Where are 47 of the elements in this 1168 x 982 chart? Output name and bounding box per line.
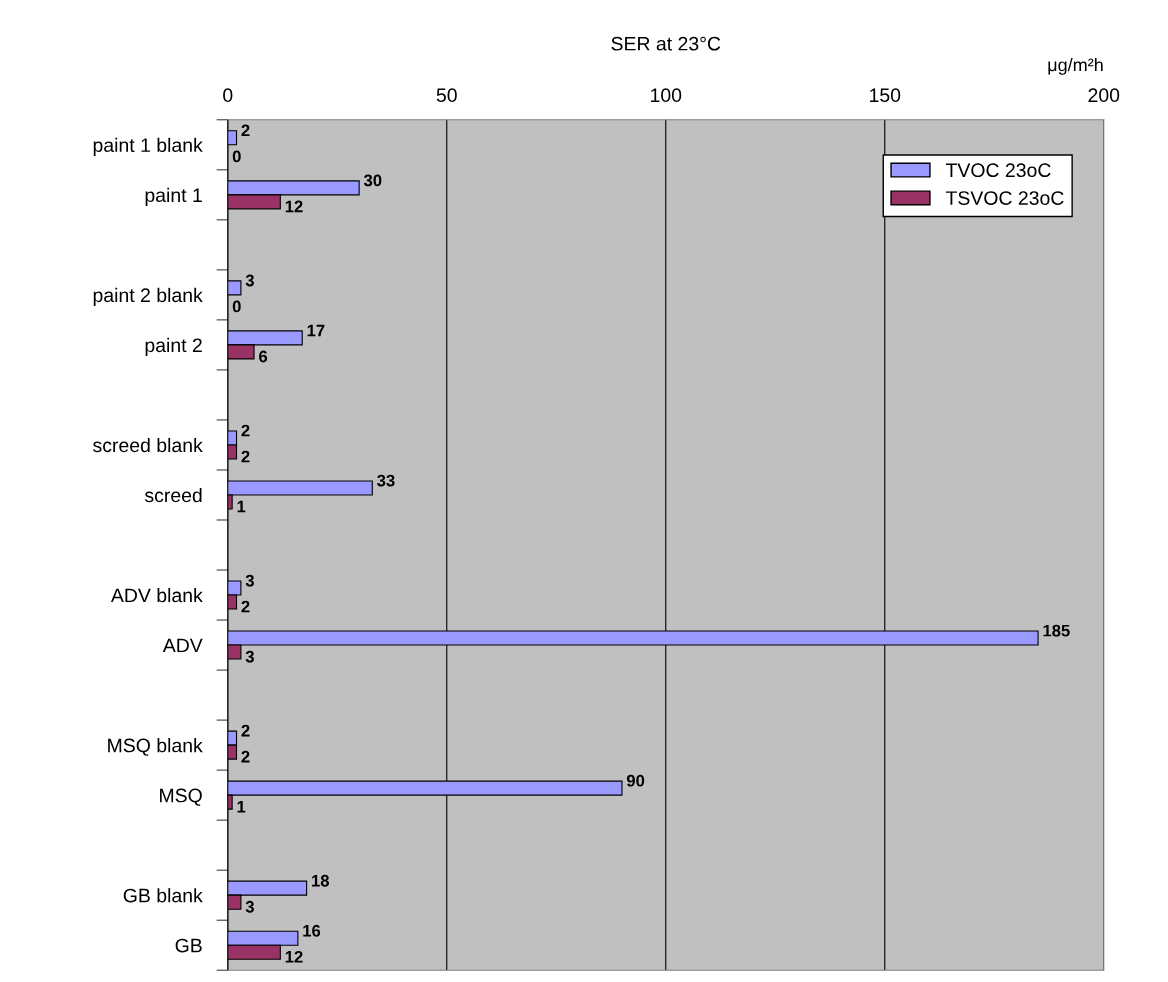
data-label: 2	[241, 450, 250, 463]
data-label: 30	[363, 174, 382, 187]
data-label: 16	[303, 924, 321, 937]
data-label: 1	[237, 800, 246, 813]
y-tick-label: MSQ blank	[108, 738, 203, 756]
bar	[227, 130, 238, 146]
x-tick-label: 100	[651, 88, 682, 103]
legend-label: TSVOC 23oC	[945, 191, 1064, 205]
data-label: 90	[626, 774, 645, 787]
data-label: 1	[237, 500, 246, 513]
data-label: 2	[241, 424, 250, 437]
data-label: 2	[241, 750, 250, 763]
x-tick-label: 50	[436, 88, 457, 103]
data-label: 12	[285, 950, 303, 963]
data-label: 0	[232, 150, 241, 163]
data-label: 185	[1043, 624, 1070, 637]
x-tick-label: 200	[1088, 88, 1120, 103]
y-tick-label: MSQ	[160, 788, 202, 806]
data-label: 3	[245, 274, 254, 287]
x-axis-title: μg/m²h	[1048, 58, 1103, 75]
y-tick-label: paint 1	[145, 187, 202, 206]
y-tick-label: GB	[175, 938, 202, 953]
y-tick-label: screed blank	[93, 437, 203, 453]
data-label: 2	[241, 124, 250, 137]
data-label: 3	[245, 574, 254, 587]
legend-label: TVOC 23oC	[945, 163, 1051, 178]
data-label: 33	[377, 474, 395, 487]
y-tick-label: screed	[144, 487, 202, 503]
y-tick-label: ADV blank	[110, 587, 203, 603]
data-label: 18	[312, 874, 330, 887]
y-tick-label: paint 1 blank	[93, 137, 203, 156]
data-label: 12	[285, 200, 303, 213]
data-label: 17	[307, 324, 325, 337]
y-tick-label: paint 2 blank	[93, 287, 203, 306]
y-tick-label: paint 2	[145, 337, 202, 356]
x-tick-label: 0	[223, 88, 233, 103]
data-label: 2	[241, 724, 250, 737]
data-label: 3	[245, 650, 254, 663]
y-tick-label: ADV	[162, 638, 203, 653]
chart-title: SER at 23°C	[611, 36, 721, 51]
data-label: 2	[241, 600, 250, 613]
y-tick-label: GB blank	[123, 888, 203, 903]
data-label: 3	[245, 900, 254, 913]
data-label: 0	[232, 300, 241, 313]
x-tick-label: 150	[870, 88, 901, 103]
bar	[227, 280, 242, 296]
data-label: 6	[259, 350, 268, 363]
